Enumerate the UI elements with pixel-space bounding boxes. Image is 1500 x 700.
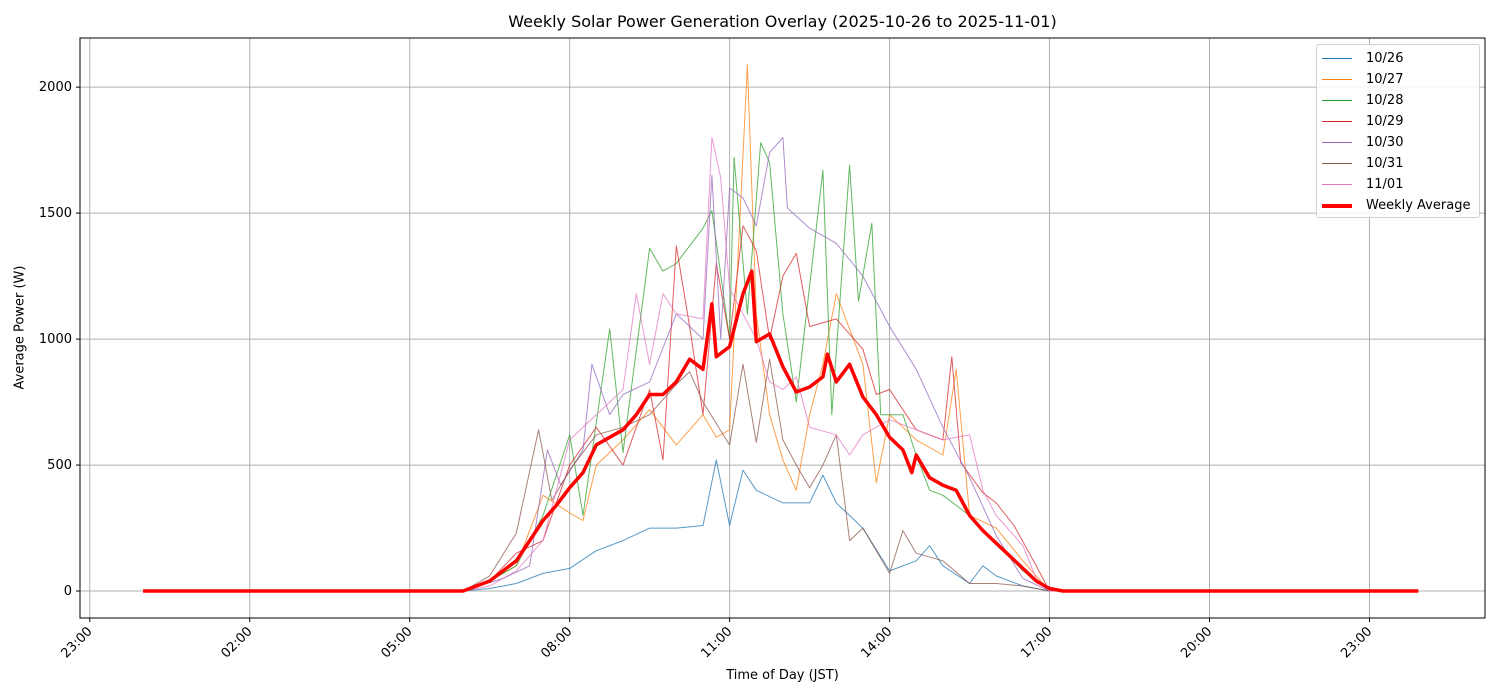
y-tick-label: 1500: [39, 206, 72, 221]
weekly-average-line: [143, 269, 1419, 593]
legend-item: 10/31: [1317, 153, 1403, 174]
series-line: [143, 225, 1419, 592]
legend-swatch: [1322, 58, 1352, 59]
legend-item: 10/29: [1317, 111, 1403, 132]
x-axis-label: Time of Day (JST): [726, 668, 839, 683]
series-line: [143, 142, 1419, 592]
legend-swatch: [1322, 203, 1352, 208]
legend-item: 10/28: [1317, 90, 1403, 111]
series-line: [143, 459, 1419, 592]
legend-label: 11/01: [1366, 177, 1404, 192]
legend-label: 10/31: [1366, 156, 1404, 171]
x-tick-label: 23:00: [59, 624, 96, 661]
legend-label: 10/30: [1366, 135, 1404, 150]
legend-swatch: [1322, 163, 1352, 164]
legend-label: Weekly Average: [1366, 198, 1471, 213]
legend: 10/26 10/27 10/28 10/29 10/30 10/31 11/01 Weekl…: [1316, 44, 1480, 218]
x-tick-label: 02:00: [218, 624, 255, 661]
legend-swatch: [1322, 100, 1352, 101]
legend-label: 10/29: [1366, 114, 1404, 129]
chart-title: Weekly Solar Power Generation Overlay (2…: [508, 12, 1057, 31]
y-tick-label: 1000: [39, 332, 72, 347]
legend-item: 10/26: [1317, 48, 1403, 69]
x-tick-label: 08:00: [538, 624, 575, 661]
legend-item: 10/30: [1317, 132, 1403, 153]
y-tick-label: 500: [47, 458, 72, 473]
y-tick-label: 2000: [39, 80, 72, 95]
legend-label: 10/26: [1366, 51, 1404, 66]
x-tick-label: 17:00: [1018, 624, 1055, 661]
y-axis-label: Average Power (W): [12, 265, 28, 390]
x-tick-label: 23:00: [1338, 624, 1375, 661]
series-line: [143, 137, 1419, 592]
legend-item: Weekly Average: [1317, 195, 1470, 216]
plot-frame: [79, 37, 1486, 619]
legend-swatch: [1322, 121, 1352, 122]
x-tick-label: 14:00: [858, 624, 895, 661]
y-tick-label: 0: [64, 584, 72, 599]
legend-item: 11/01: [1317, 174, 1403, 195]
series-line: [143, 358, 1419, 592]
series-lines: [143, 64, 1419, 593]
legend-item: 10/27: [1317, 69, 1403, 90]
x-tick-label: 05:00: [378, 624, 415, 661]
x-tick-label: 20:00: [1178, 624, 1215, 661]
legend-swatch: [1322, 184, 1352, 185]
series-line: [143, 64, 1419, 592]
grid: [80, 38, 1485, 618]
legend-label: 10/28: [1366, 93, 1404, 108]
x-tick-label: 11:00: [698, 624, 735, 661]
legend-label: 10/27: [1366, 72, 1404, 87]
legend-swatch: [1322, 79, 1352, 80]
legend-swatch: [1322, 142, 1352, 143]
